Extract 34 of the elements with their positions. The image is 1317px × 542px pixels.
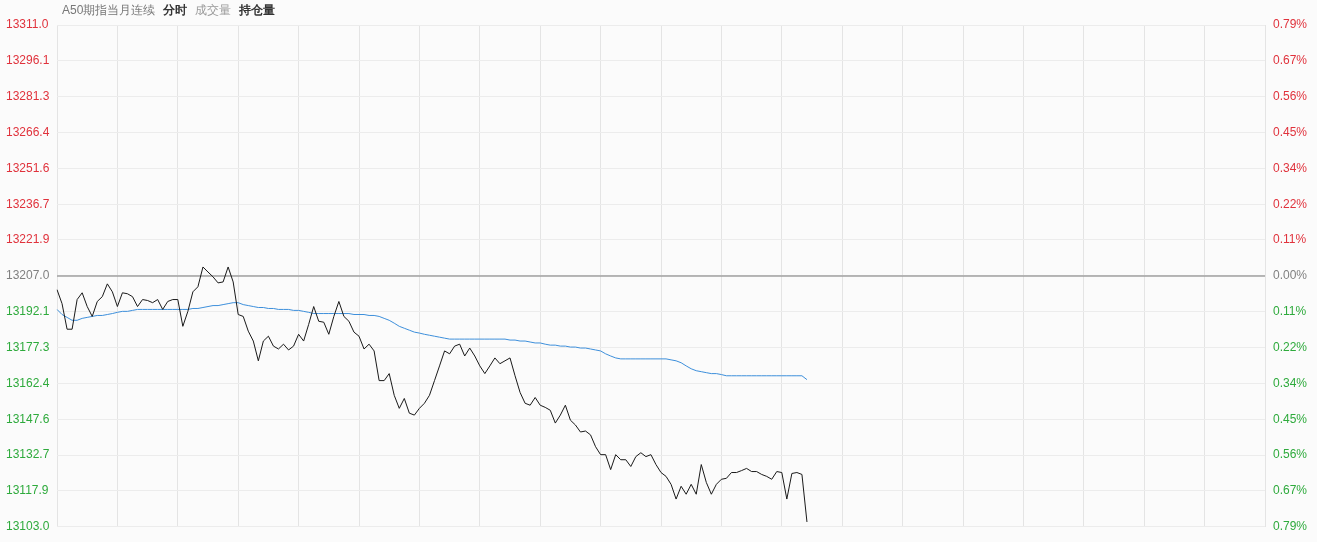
y2-tick-label: 0.22% — [1273, 339, 1308, 354]
y2-tick-label: 0.56% — [1273, 447, 1308, 462]
y2-tick-label: 0.67% — [1273, 53, 1308, 68]
y-tick-label: 13311.0 — [6, 17, 49, 32]
y2-tick-label: 0.56% — [1273, 89, 1308, 103]
y2-tick-label: 0.34% — [1273, 375, 1308, 390]
y2-tick-label: 0.11% — [1273, 304, 1307, 319]
y-tick-label: 13177.3 — [6, 339, 50, 354]
y-tick-label: 13132.7 — [6, 447, 50, 462]
y2-tick-label: 0.00% — [1273, 268, 1308, 283]
y2-tick-label: 0.22% — [1273, 196, 1308, 211]
y-tick-label: 13296.1 — [6, 53, 50, 68]
y-tick-label: 13221.9 — [6, 232, 50, 247]
y2-tick-label: 0.79% — [1273, 519, 1308, 534]
y2-tick-label: 0.67% — [1273, 483, 1308, 498]
y-tick-label: 13281.3 — [6, 88, 50, 103]
text: 成交量 — [195, 3, 232, 17]
text: 分时 — [163, 3, 188, 17]
y-tick-label: 13147.6 — [6, 411, 50, 426]
y-tick-label: 13162.4 — [6, 375, 50, 390]
y-tick-label: 13192.1 — [6, 304, 50, 319]
y2-tick-label: 0.45% — [1273, 124, 1308, 139]
y2-tick-label: 0.79% — [1273, 17, 1308, 32]
text: 持仓量 — [239, 3, 276, 17]
y2-tick-label: 0.34% — [1273, 160, 1308, 175]
y2-tick-label: 0.11% — [1273, 232, 1307, 247]
y-tick-label: 13103.0 — [6, 519, 50, 534]
y-tick-label: 13207.0 — [6, 268, 50, 283]
y-tick-label: 13251.6 — [6, 160, 50, 175]
y-tick-label: 13117.9 — [6, 483, 49, 498]
chart-title: A50期指当月连续 — [62, 3, 156, 17]
y-tick-label: 13236.7 — [6, 196, 50, 211]
y2-tick-label: 0.45% — [1273, 411, 1308, 426]
y-tick-label: 13266.4 — [6, 124, 50, 139]
